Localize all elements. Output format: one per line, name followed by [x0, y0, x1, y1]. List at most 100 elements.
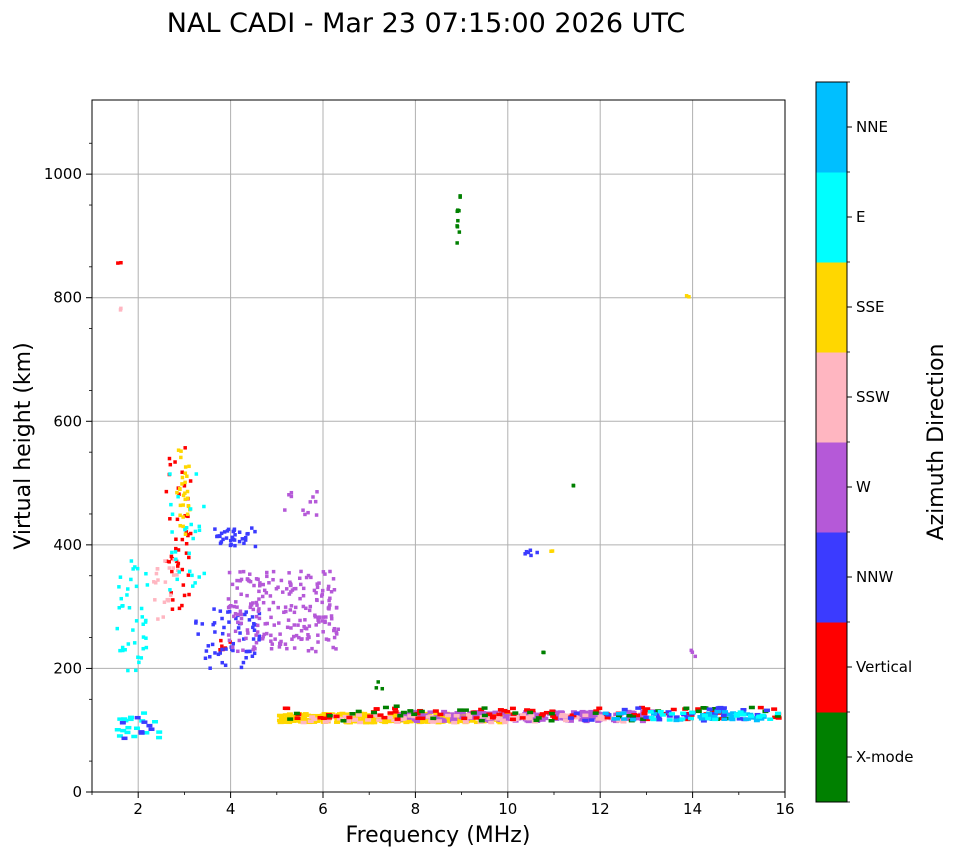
echo-point: [320, 588, 325, 593]
echo-point: [264, 591, 269, 595]
trace-point: [445, 713, 452, 718]
echo-point: [175, 490, 179, 495]
trace-point: [286, 720, 293, 725]
echo-point: [528, 548, 533, 553]
echo-point: [314, 591, 318, 595]
trace-point: [307, 719, 314, 724]
echo-point: [287, 571, 291, 575]
trace-point: [621, 717, 628, 721]
echo-point: [334, 630, 339, 635]
echo-point: [189, 522, 193, 527]
trace-point: [481, 706, 488, 710]
trace-point: [753, 718, 760, 723]
echo-point: [190, 573, 194, 578]
echo-point: [120, 645, 125, 650]
trace-point: [750, 716, 757, 720]
echo-point: [176, 448, 181, 452]
echo-point: [202, 571, 207, 576]
trace-point: [673, 718, 680, 723]
echo-point: [315, 490, 319, 494]
echo-point: [233, 533, 237, 537]
echo-point: [255, 603, 259, 607]
echo-point: [236, 649, 240, 654]
trace-point: [706, 707, 713, 711]
trace-point: [376, 718, 383, 722]
echo-point: [293, 605, 298, 610]
echo-point: [179, 449, 183, 453]
echo-point: [332, 628, 336, 633]
trace-point: [365, 718, 372, 722]
echo-point: [167, 560, 171, 564]
trace-point: [551, 716, 558, 720]
echo-point: [216, 534, 220, 538]
trace-point: [688, 716, 695, 721]
echo-point: [457, 230, 462, 234]
echo-point: [231, 641, 235, 646]
echo-point: [690, 650, 695, 654]
trace-point: [497, 708, 504, 712]
echo-point: [269, 633, 273, 638]
echo-point: [233, 629, 238, 634]
trace-point: [744, 717, 751, 721]
echo-point: [297, 635, 301, 640]
echo-point: [237, 530, 242, 534]
echo-point: [218, 651, 222, 655]
echo-point: [292, 623, 297, 627]
echo-point: [193, 581, 197, 585]
trace-point: [648, 715, 655, 720]
trace-point: [336, 716, 343, 721]
trace-point: [393, 704, 400, 708]
echo-point: [232, 604, 236, 609]
colorbar-frame: [815, 81, 848, 803]
echo-point: [289, 626, 293, 630]
echo-point: [247, 618, 252, 622]
trace-point: [683, 706, 690, 711]
echo-point: [250, 615, 255, 619]
trace-point: [613, 717, 620, 721]
trace-point: [509, 706, 516, 711]
trace-point: [559, 712, 566, 717]
echo-point: [684, 294, 689, 298]
trace-point: [121, 736, 128, 741]
echo-point: [256, 609, 261, 613]
trace-point: [595, 719, 602, 723]
trace-point: [640, 717, 647, 721]
trace-point: [377, 713, 384, 717]
x-tick-label: 12: [591, 800, 610, 818]
colorbar-label: E: [856, 208, 865, 226]
trace-point: [361, 711, 368, 716]
echo-point: [304, 626, 309, 631]
echo-point: [299, 569, 303, 574]
trace-point: [454, 711, 461, 715]
trace-point: [737, 710, 744, 714]
echo-point: [170, 569, 174, 574]
trace-point: [728, 717, 735, 721]
trace-point: [504, 710, 511, 714]
echo-point: [239, 621, 244, 626]
echo-point: [287, 493, 291, 497]
echo-point: [258, 581, 262, 585]
trace-point: [657, 709, 664, 714]
trace-point: [644, 707, 651, 711]
echo-point: [313, 615, 318, 619]
echo-point: [183, 497, 187, 502]
echo-point: [292, 587, 296, 591]
echo-point: [323, 619, 327, 623]
trace-point: [516, 713, 523, 718]
trace-point: [519, 716, 526, 720]
echo-point: [220, 647, 224, 652]
echo-point: [134, 584, 139, 589]
trace-point: [523, 716, 530, 721]
echo-point: [257, 597, 261, 601]
echo-point: [316, 640, 320, 644]
echo-point: [323, 572, 327, 576]
echo-point: [155, 567, 160, 571]
echo-point: [693, 654, 698, 659]
trace-point: [413, 718, 420, 723]
chart-title: NAL CADI - Mar 23 07:15:00 2026 UTC: [167, 8, 685, 39]
trace-point: [496, 716, 503, 721]
trace-point: [392, 706, 399, 711]
echo-point: [254, 614, 259, 619]
trace-point: [712, 717, 719, 722]
echo-point: [236, 626, 241, 630]
